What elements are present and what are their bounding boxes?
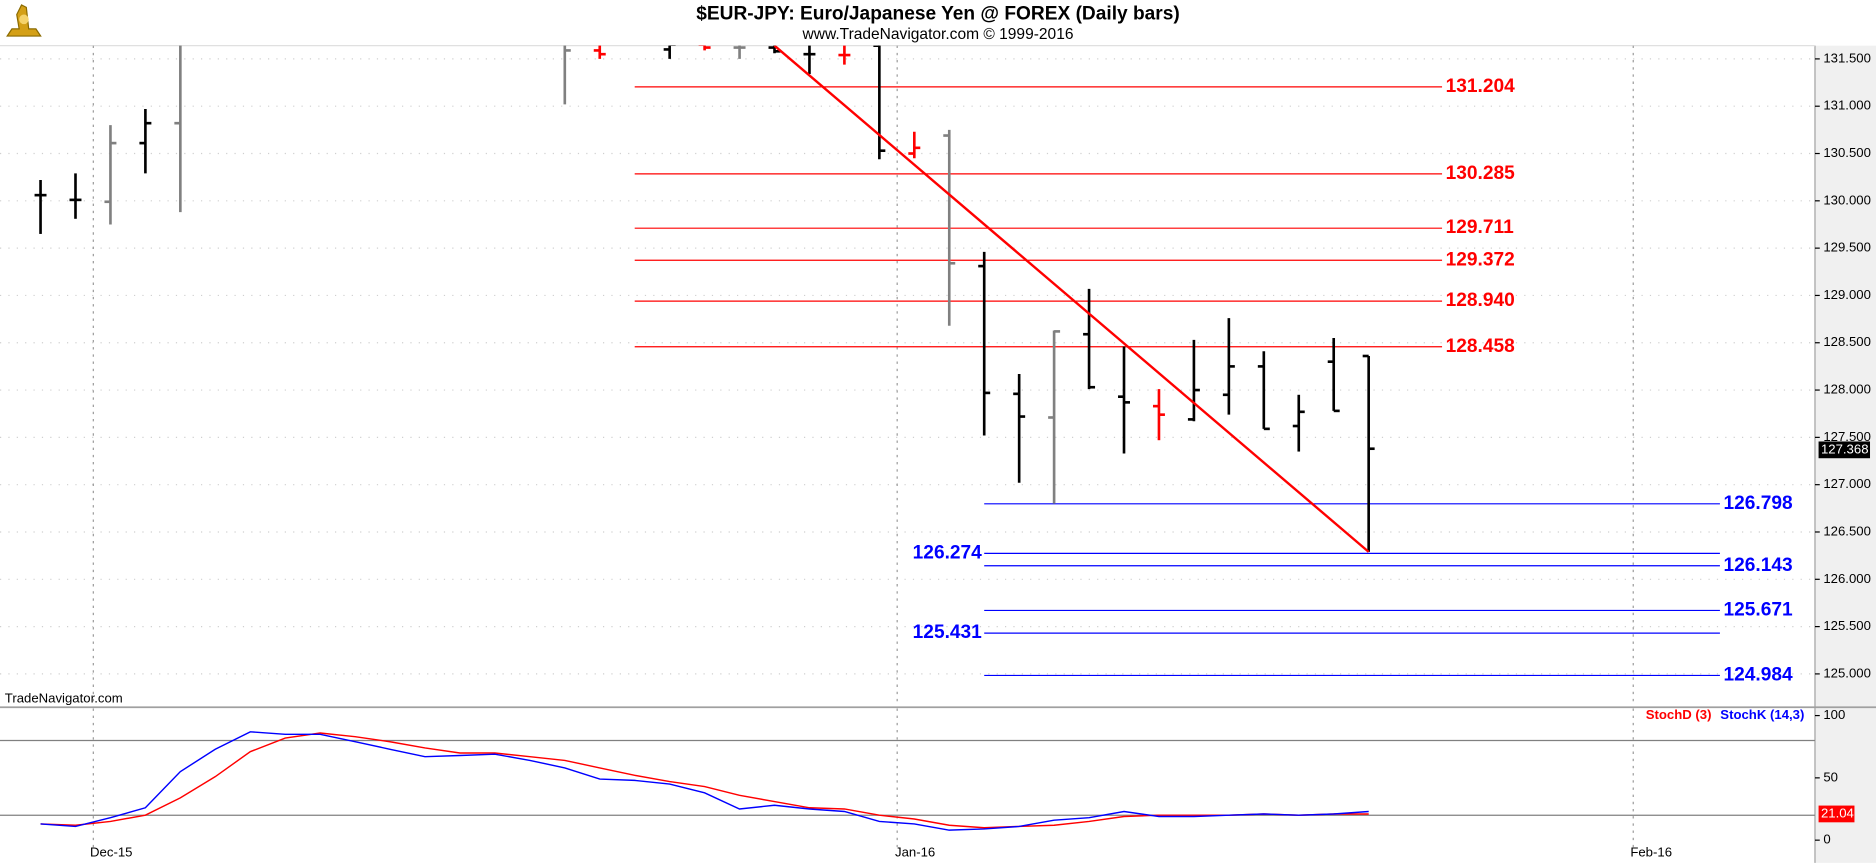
y-tick-label: 129.000: [1823, 287, 1871, 302]
trendline: [773, 45, 1370, 553]
y-tick-label: 128.000: [1823, 382, 1871, 397]
y-tick-label: 126.000: [1823, 571, 1871, 586]
support-level-label: 126.274: [913, 542, 982, 563]
last-value-label: 21.04: [1821, 805, 1854, 820]
resistance-level-label: 131.204: [1446, 76, 1515, 97]
x-tick-label: Dec-15: [90, 845, 132, 860]
legend-entry: StochD (3): [1646, 707, 1712, 722]
last-value-label: 127.368: [1821, 441, 1869, 456]
y-tick-label: 125.500: [1823, 618, 1871, 633]
support-level-label: 125.431: [913, 622, 982, 643]
x-tick-label: Jan-16: [895, 845, 935, 860]
resistance-level-label: 129.711: [1446, 217, 1514, 238]
legend-entry: StochK (14,3): [1720, 707, 1804, 722]
y-tick-label: 100: [1823, 707, 1845, 722]
chart-subtitle: www.TradeNavigator.com © 1999-2016: [802, 26, 1074, 43]
support-level-label: 126.798: [1724, 493, 1793, 514]
support-level-label: 124.984: [1724, 664, 1793, 685]
y-tick-label: 131.000: [1823, 98, 1871, 113]
resistance-level-label: 128.458: [1446, 336, 1515, 357]
series-line: [40, 731, 1369, 831]
logo-dot: [19, 14, 29, 25]
y-tick-label: 128.500: [1823, 334, 1871, 349]
y-tick-label: 130.500: [1823, 145, 1871, 160]
y-tick-label: 131.500: [1823, 50, 1871, 65]
watermark: TradeNavigator.com: [5, 690, 123, 705]
price-plot: [0, 45, 1815, 707]
support-level-label: 126.143: [1724, 555, 1793, 576]
y-tick-label: 0: [1823, 832, 1830, 847]
x-tick-label: Feb-16: [1630, 845, 1672, 860]
resistance-level-label: 130.285: [1446, 163, 1515, 184]
last-value-box: [1818, 441, 1871, 459]
support-level-label: 125.671: [1724, 599, 1793, 620]
chart-title: $EUR-JPY: Euro/Japanese Yen @ FOREX (Dai…: [696, 4, 1179, 25]
y-tick-label: 125.000: [1823, 665, 1871, 680]
stoch-plot: [0, 708, 1815, 848]
overlay: 125.000 125.500 126.000 126.500 127.000 127.5…: [90, 50, 1871, 859]
y-tick-label: 129.500: [1823, 240, 1871, 255]
y-tick-label: 127.500: [1823, 429, 1871, 444]
last-value-box: [1818, 805, 1855, 823]
y-tick-label: 127.000: [1823, 476, 1871, 491]
y-tick-label: 130.000: [1823, 192, 1871, 207]
y-tick-label: 50: [1823, 769, 1838, 784]
series-line: [40, 732, 1369, 829]
resistance-level-label: 128.940: [1446, 290, 1515, 311]
resistance-level-label: 129.372: [1446, 249, 1515, 270]
logo: [6, 4, 42, 37]
y-tick-label: 126.500: [1823, 523, 1871, 538]
